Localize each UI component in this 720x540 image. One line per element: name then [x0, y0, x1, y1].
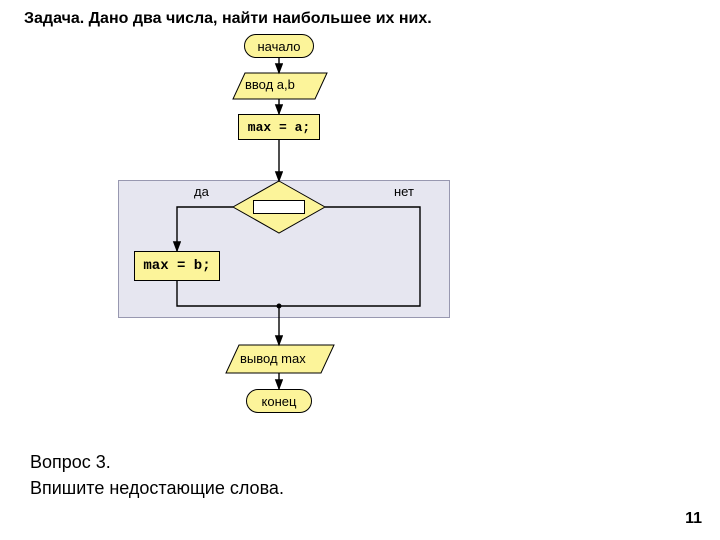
node-output-label: вывод max — [240, 351, 306, 366]
branch-yes-label: да — [194, 184, 209, 199]
node-end: конец — [246, 389, 312, 413]
flowchart-container: начало ввод a,b max = a; max = b; вывод … — [118, 34, 468, 444]
node-p2-label: max = b; — [143, 258, 210, 274]
node-p2: max = b; — [134, 251, 220, 281]
node-input-label: ввод a,b — [245, 77, 295, 92]
merge-dot — [277, 304, 282, 309]
node-p1-label: max = a; — [248, 120, 310, 135]
task-title: Задача. Дано два числа, найти наибольшее… — [24, 10, 432, 28]
node-start-label: начало — [257, 39, 300, 54]
condition-blank-input[interactable] — [253, 200, 305, 214]
question-line-2: Впишите недостающие слова. — [30, 478, 284, 499]
node-start: начало — [244, 34, 314, 58]
node-end-label: конец — [262, 394, 297, 409]
edge-cond-no — [279, 207, 420, 306]
node-p1: max = a; — [238, 114, 320, 140]
page-number: 11 — [685, 510, 702, 528]
flowchart-svg — [118, 34, 468, 444]
edge-cond-yes — [177, 207, 233, 251]
question-line-1: Вопрос 3. — [30, 452, 111, 473]
branch-no-label: нет — [394, 184, 414, 199]
edge-p2-merge — [177, 281, 279, 306]
